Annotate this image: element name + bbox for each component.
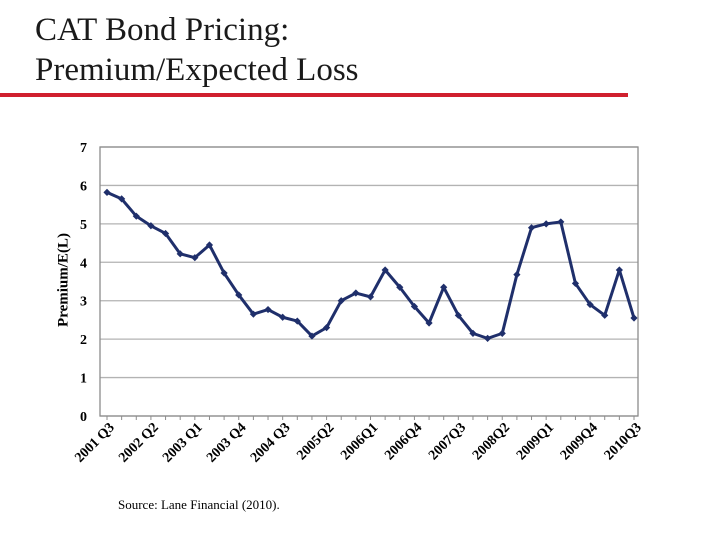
y-tick-label: 7 xyxy=(80,141,87,156)
source-note: Source: Lane Financial (2010). xyxy=(118,497,280,512)
y-tick-label: 4 xyxy=(80,256,87,271)
plot-area-border xyxy=(99,146,639,417)
data-point xyxy=(322,324,331,332)
data-point xyxy=(542,220,550,228)
x-tick-label: 2003 Q4 xyxy=(204,420,250,466)
data-point xyxy=(484,334,492,342)
data-point xyxy=(615,266,623,274)
data-point xyxy=(410,302,419,311)
data-point xyxy=(279,313,287,321)
x-tick-label: 2006Q1 xyxy=(338,420,381,463)
data-point xyxy=(249,310,257,318)
data-point xyxy=(366,293,375,301)
x-tick-label: 2008Q2 xyxy=(470,420,513,463)
y-tick-label: 2 xyxy=(80,333,87,348)
data-point xyxy=(352,289,360,297)
x-tick-label: 2004 Q3 xyxy=(248,420,294,466)
data-point xyxy=(161,229,170,238)
data-point xyxy=(337,297,345,305)
data-point xyxy=(630,314,638,322)
data-point xyxy=(220,269,228,277)
x-tick-label: 2006Q4 xyxy=(382,420,425,463)
data-point xyxy=(601,311,609,319)
data-point xyxy=(118,195,126,203)
data-point xyxy=(586,300,594,309)
y-tick-label: 6 xyxy=(80,179,87,194)
data-point xyxy=(205,241,214,249)
data-point xyxy=(381,266,389,274)
title-line-1: CAT Bond Pricing: xyxy=(35,12,290,48)
x-tick-label: 2003 Q1 xyxy=(160,420,206,466)
x-tick-label: 2007Q3 xyxy=(426,420,469,463)
page-title: CAT Bond Pricing: Premium/Expected Loss xyxy=(35,10,359,90)
data-point xyxy=(396,283,404,291)
x-tick-label: 2002 Q2 xyxy=(116,420,162,466)
data-point xyxy=(176,250,184,258)
x-tick-label: 2009Q1 xyxy=(514,420,557,463)
data-point xyxy=(571,279,580,288)
y-tick-label: 1 xyxy=(80,372,87,387)
data-point xyxy=(235,291,243,299)
data-point xyxy=(425,319,433,327)
data-point xyxy=(191,254,199,262)
x-tick-label: 2005Q2 xyxy=(294,420,337,463)
data-point xyxy=(440,283,448,291)
data-point xyxy=(132,212,140,220)
data-point xyxy=(293,317,301,325)
data-point xyxy=(469,329,477,337)
data-point xyxy=(513,270,521,279)
x-tick-label: 2001 Q3 xyxy=(72,420,118,466)
data-point xyxy=(557,218,565,226)
data-point xyxy=(264,305,272,314)
title-line-2: Premium/Expected Loss xyxy=(35,52,359,88)
data-point xyxy=(527,224,536,232)
data-point xyxy=(103,188,111,196)
series-line xyxy=(106,190,636,340)
y-axis-label: Premium/E(L) xyxy=(55,233,72,327)
data-point xyxy=(308,332,316,340)
title-divider xyxy=(0,93,628,97)
data-point xyxy=(454,311,462,319)
y-tick-label: 5 xyxy=(80,218,87,233)
x-tick-label: 2010Q3 xyxy=(602,420,645,463)
x-tick-label: 2009Q4 xyxy=(558,420,601,463)
y-tick-label: 3 xyxy=(80,295,87,310)
data-point xyxy=(147,222,155,230)
data-point xyxy=(498,329,506,337)
y-tick-label: 0 xyxy=(80,410,87,425)
